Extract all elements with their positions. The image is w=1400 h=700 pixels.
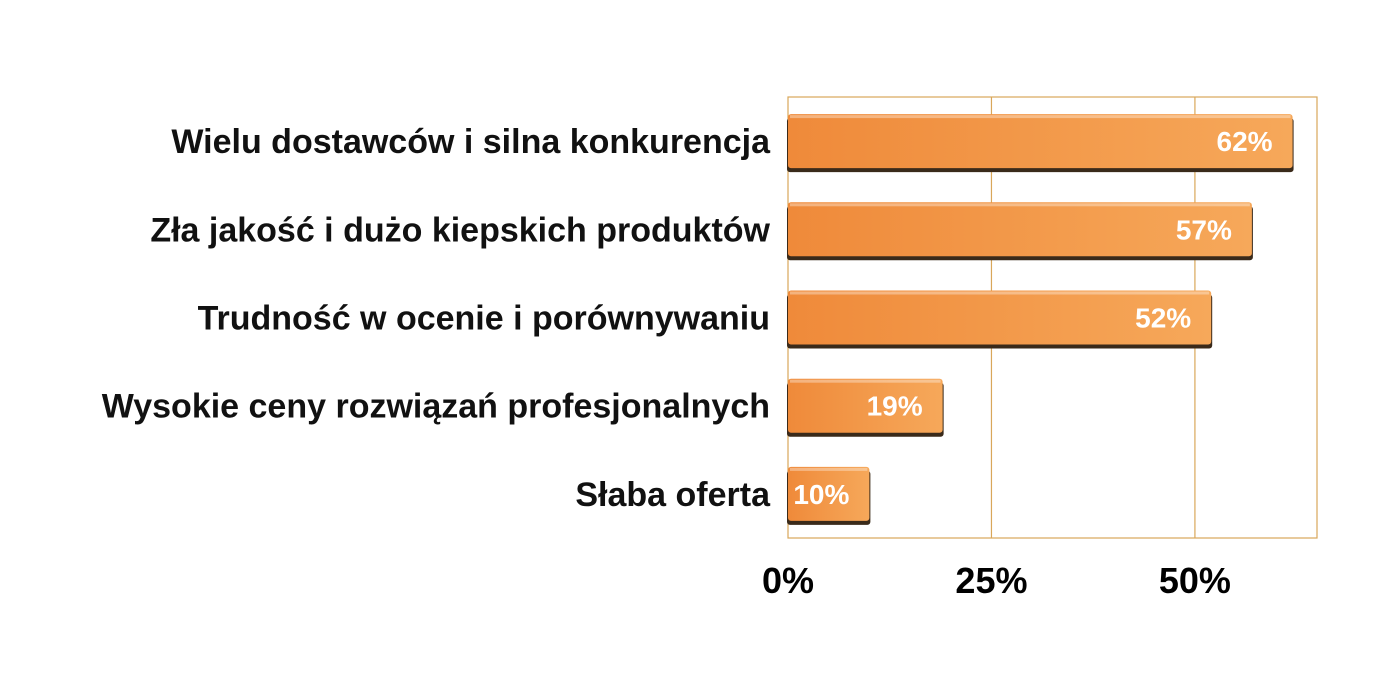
x-tick-label-0: 0% [762, 560, 814, 601]
bar-0 [787, 114, 1294, 173]
x-tick-label-2: 50% [1159, 560, 1231, 601]
bar-highlight-2 [790, 291, 1210, 295]
category-label-3: Wysokie ceny rozwiązań profesjonalnych [102, 388, 770, 426]
bar-fill-3 [788, 378, 943, 433]
value-label-2: 52% [1135, 303, 1191, 334]
bar-1 [787, 202, 1253, 261]
bar-3 [787, 378, 944, 437]
bar-highlight-0 [790, 115, 1291, 119]
category-label-0: Wielu dostawców i silna konkurencja [171, 123, 771, 161]
category-label-4: Słaba oferta [575, 476, 771, 514]
bar-4 [787, 466, 871, 525]
value-label-3: 19% [867, 391, 923, 422]
bar-2 [787, 290, 1213, 349]
x-tick-label-1: 25% [955, 560, 1027, 601]
bars [787, 114, 1294, 525]
x-tick-labels: 0% 25% 50% [762, 560, 1231, 601]
category-label-1: Zła jakość i dużo kiepskich produktów [150, 211, 770, 249]
value-label-4: 10% [793, 479, 849, 510]
bar-highlight-4 [790, 467, 868, 471]
category-labels: Wielu dostawców i silna konkurencja Zła j… [102, 123, 771, 514]
bar-fill-0 [788, 114, 1293, 169]
value-label-1: 57% [1176, 214, 1232, 245]
value-labels: 62% 57% 52% 19% 10% [793, 126, 1272, 510]
value-label-0: 62% [1217, 126, 1273, 157]
bar-fill-2 [788, 290, 1212, 345]
bar-highlight-3 [790, 379, 941, 383]
bar-fill-4 [788, 466, 870, 521]
bar-fill-1 [788, 202, 1252, 257]
bar-highlight-1 [790, 203, 1250, 207]
category-label-2: Trudność w ocenie i porównywaniu [198, 300, 770, 338]
